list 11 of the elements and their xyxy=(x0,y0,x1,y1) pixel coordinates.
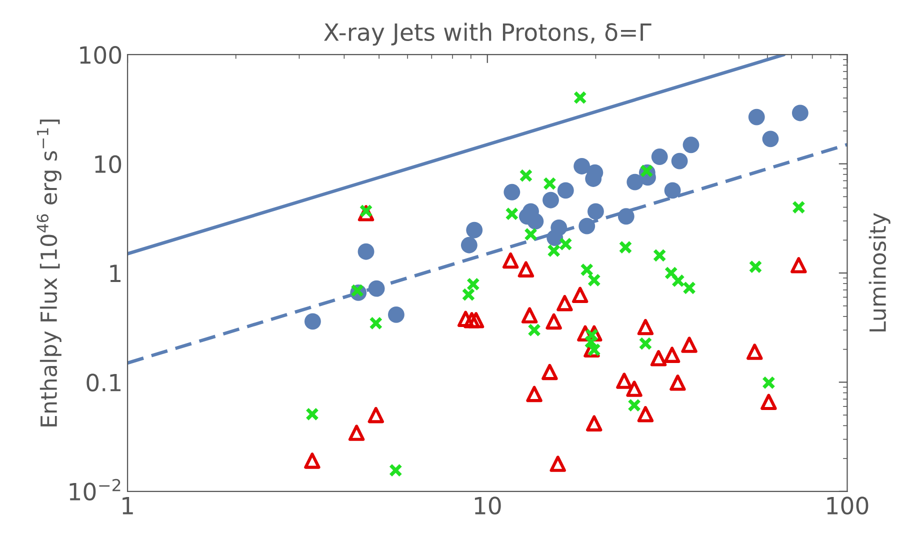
y-tick-label: 10 xyxy=(95,155,122,174)
y-axis-title: Enthalpy Flux [10$^{46}$ erg s$^{−1}$] xyxy=(36,120,62,426)
y2-axis-title: Luminosity xyxy=(868,213,890,332)
y-tick-label: 10$^{−2}$ xyxy=(70,478,120,501)
x-tick-label: 100 xyxy=(827,496,868,515)
y-tick-label: 1 xyxy=(110,264,120,282)
x-tick-label: 1 xyxy=(122,496,133,514)
y-tick-label: 100 xyxy=(80,46,122,64)
chart-title: X-ray Jets with Protons, δ=Γ xyxy=(324,22,652,46)
y-tick-label: 0.1 xyxy=(86,374,120,392)
x-tick-label: 10 xyxy=(474,496,501,515)
